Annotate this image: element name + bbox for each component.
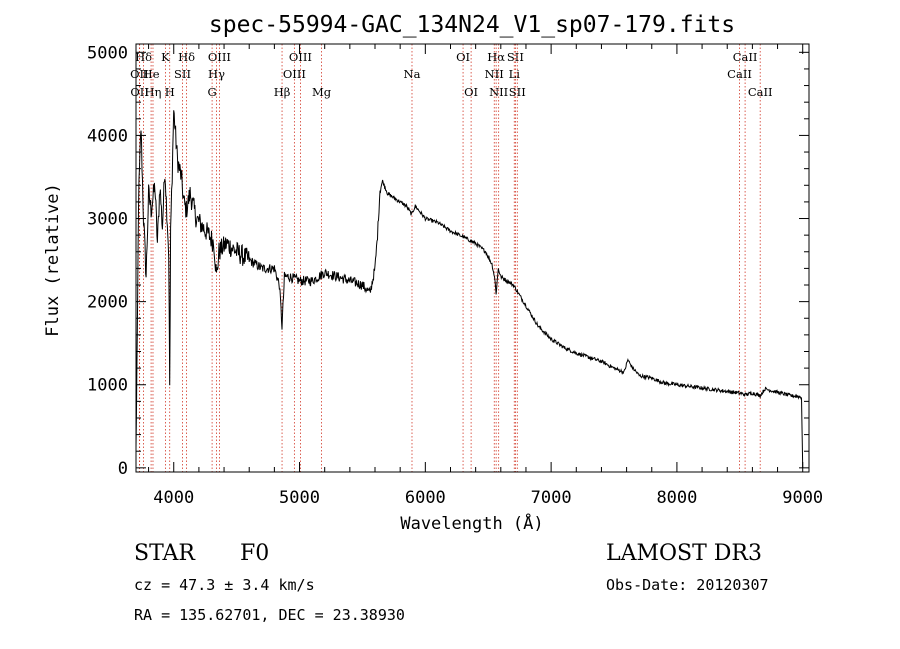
line-label-23: Li	[509, 67, 521, 81]
y-tick-label-3: 3000	[87, 210, 128, 230]
coordinates: RA = 135.62701, DEC = 23.38930	[134, 606, 405, 624]
line-label-19: Hα	[487, 50, 505, 64]
line-label-1: OII	[130, 67, 149, 81]
y-tick-label-5: 5000	[87, 43, 128, 63]
survey-name: LAMOST DR3	[606, 541, 762, 566]
line-label-25: CaII	[733, 50, 758, 64]
line-label-9: OIII	[208, 50, 231, 64]
line-label-24: SII	[509, 85, 526, 99]
line-label-27: CaII	[748, 85, 773, 99]
x-tick-label-5: 9000	[782, 488, 823, 508]
line-label-14: OIII	[283, 67, 306, 81]
x-tick-label-4: 8000	[656, 488, 697, 508]
y-tick-label-2: 2000	[87, 293, 128, 313]
line-label-18: OI	[464, 85, 478, 99]
line-label-0: Hδ	[135, 50, 152, 64]
y-axis-label: Flux (relative)	[43, 183, 63, 337]
object-class: STAR	[134, 541, 196, 566]
line-label-10: Hγ	[208, 67, 225, 81]
line-label-21: NII	[489, 85, 508, 99]
x-axis: 4000 5000 6000 7000 8000 9000	[148, 44, 823, 508]
line-label-16: Na	[404, 67, 421, 81]
object-subclass: F0	[240, 541, 269, 566]
line-label-13: OIII	[289, 50, 312, 64]
line-label-17: OI	[456, 50, 470, 64]
line-label-22: SII	[507, 50, 524, 64]
x-axis-label: Wavelength (Å)	[400, 512, 543, 534]
line-label-7: Hδ	[178, 50, 195, 64]
line-label-5: K	[161, 50, 170, 64]
x-tick-label-2: 6000	[405, 488, 446, 508]
line-label-3: He	[143, 67, 160, 81]
y-tick-label-1: 1000	[87, 376, 128, 396]
plot-frame	[135, 43, 810, 473]
line-label-6: H	[165, 85, 175, 99]
x-tick-label-3: 7000	[531, 488, 572, 508]
line-label-8: SII	[174, 67, 191, 81]
redshift-cz: cz = 47.3 ± 3.4 km/s	[134, 576, 315, 594]
y-tick-label-0: 0	[118, 459, 128, 479]
line-label-12: Hβ	[274, 85, 291, 99]
line-label-11: G	[208, 85, 217, 99]
observation-date: Obs-Date: 20120307	[606, 576, 769, 594]
line-label-2: OII	[130, 85, 149, 99]
y-tick-label-4: 4000	[87, 126, 128, 146]
chart-title: spec-55994-GAC_134N24_V1_sp07-179.fits	[209, 12, 735, 38]
line-label-15: Mg	[312, 85, 332, 99]
x-tick-label-0: 4000	[153, 488, 194, 508]
line-label-4: Hη	[145, 85, 162, 99]
line-label-20: NII	[485, 67, 504, 81]
x-tick-label-1: 5000	[279, 488, 320, 508]
spectrum-series-line	[135, 110, 804, 468]
line-label-26: CaII	[727, 67, 752, 81]
y-axis: 0 1000 2000 3000 4000 5000	[87, 43, 809, 479]
